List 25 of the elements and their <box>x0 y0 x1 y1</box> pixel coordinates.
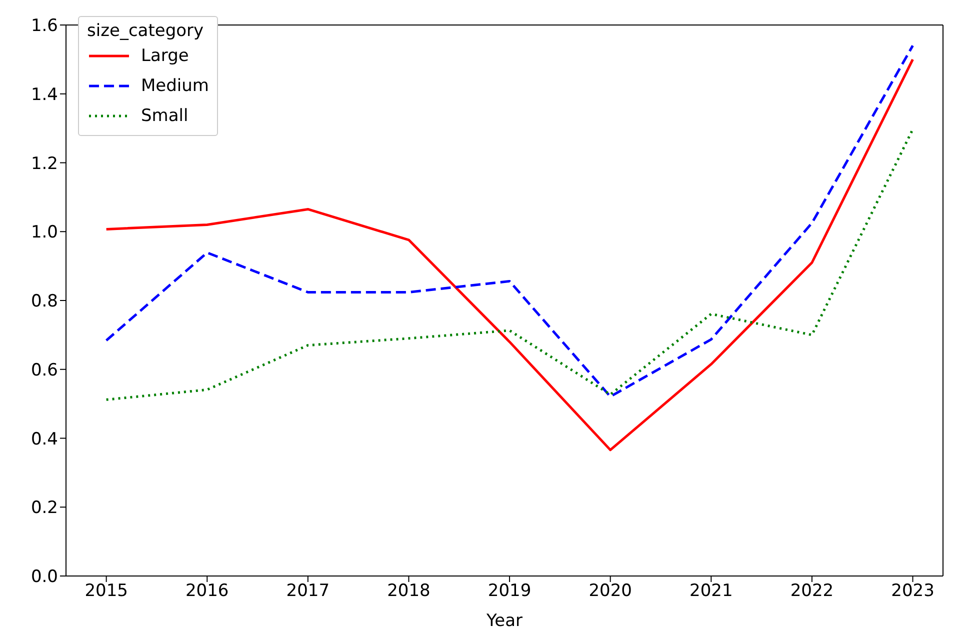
legend-label: Large <box>141 46 189 66</box>
x-tick-label: 2023 <box>891 581 934 602</box>
x-tick-label: 2019 <box>488 581 532 602</box>
legend-label: Medium <box>141 76 209 96</box>
y-tick-label: 1.6 <box>30 16 58 36</box>
x-tick-label: 2015 <box>84 581 128 602</box>
y-tick-label: 1.2 <box>30 154 58 174</box>
x-tick-label: 2016 <box>185 581 229 602</box>
x-tick-label: 2022 <box>790 581 834 602</box>
y-tick-label: 1.0 <box>30 222 58 243</box>
y-tick-label: 0.6 <box>30 360 58 380</box>
x-tick-label: 2021 <box>690 581 733 602</box>
line-series <box>105 128 914 401</box>
y-tick-label: 0.8 <box>30 292 58 312</box>
x-tick-label: 2017 <box>286 581 330 602</box>
x-axis-title: Year <box>486 611 523 631</box>
line-series <box>105 44 914 398</box>
legend-label: Small <box>141 106 188 126</box>
x-tick-label: 2020 <box>588 581 632 602</box>
legend-title: size_category <box>87 21 205 41</box>
y-tick-label: 0.2 <box>30 498 58 518</box>
y-tick-label: 0.0 <box>30 567 58 588</box>
x-tick-label: 2018 <box>387 581 430 602</box>
y-tick-label: 1.4 <box>30 84 58 105</box>
y-tick-label: 0.4 <box>30 429 58 450</box>
